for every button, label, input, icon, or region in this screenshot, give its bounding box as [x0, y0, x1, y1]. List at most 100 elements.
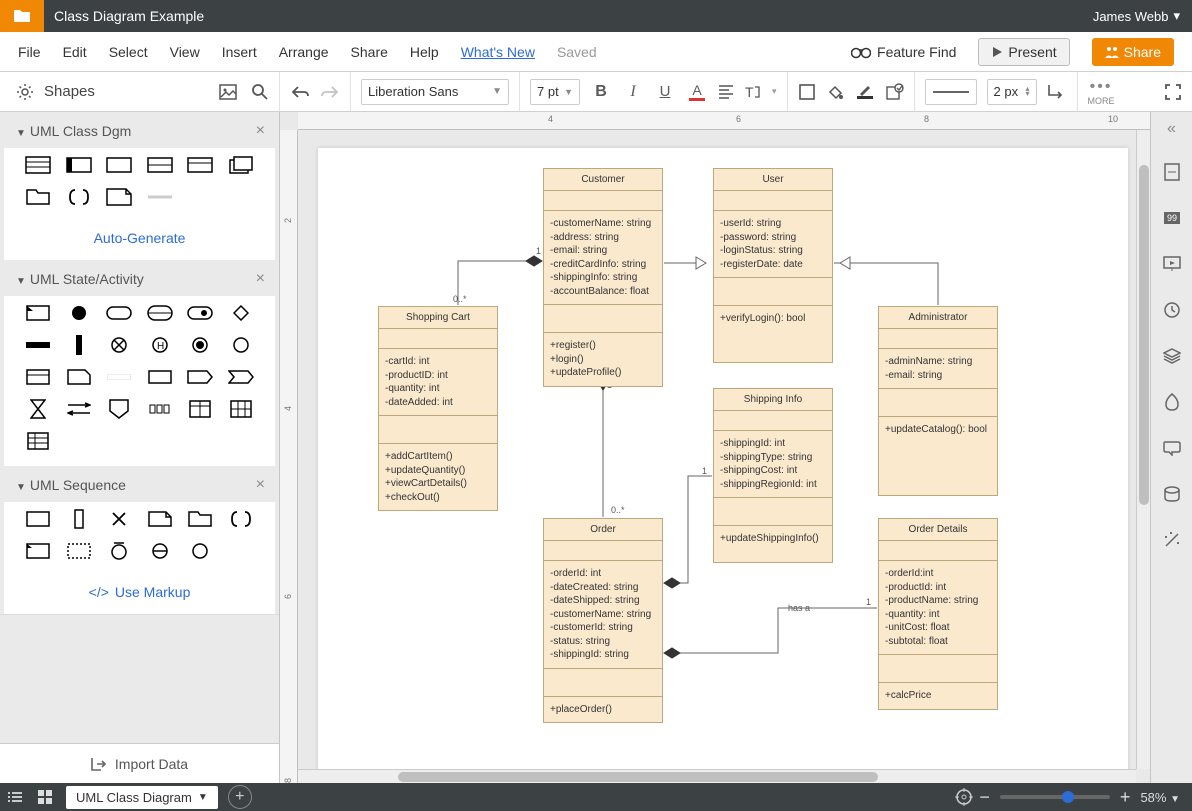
uml-class-user[interactable]: User -userId: string -password: string -… — [713, 168, 833, 363]
close-icon[interactable]: × — [256, 476, 265, 494]
auto-generate-link[interactable]: Auto-Generate — [4, 222, 275, 260]
history-panel-icon[interactable] — [1160, 298, 1184, 322]
zoom-level[interactable]: 58% ▼ — [1140, 790, 1180, 805]
paint-bucket-icon[interactable] — [826, 83, 844, 101]
align-icon[interactable] — [718, 84, 734, 100]
uml-class-order[interactable]: Order -orderId: int -dateCreated: string… — [543, 518, 663, 723]
shape-item[interactable] — [22, 366, 55, 388]
underline-icon[interactable]: U — [654, 81, 676, 103]
app-logo[interactable] — [0, 0, 44, 32]
feature-find[interactable]: Feature Find — [851, 44, 956, 60]
fullscreen-icon[interactable] — [1164, 83, 1182, 101]
shape-item[interactable] — [144, 302, 177, 324]
user-menu[interactable]: James Webb ▾ — [1093, 8, 1192, 24]
image-icon[interactable] — [219, 83, 237, 101]
shape-item[interactable] — [184, 366, 217, 388]
shape-item[interactable] — [63, 154, 96, 176]
present-panel-icon[interactable] — [1160, 252, 1184, 276]
font-select[interactable]: Liberation Sans▼ — [361, 79, 509, 105]
shape-item[interactable] — [22, 154, 55, 176]
uml-class-customer[interactable]: Customer -customerName: string -address:… — [543, 168, 663, 387]
shape-item[interactable] — [103, 366, 136, 388]
shape-item[interactable] — [63, 334, 96, 356]
line-width-select[interactable]: 2 px▴▾ — [987, 79, 1037, 105]
shape-item[interactable] — [63, 540, 96, 562]
shape-item[interactable] — [225, 302, 258, 324]
menu-arrange[interactable]: Arrange — [279, 44, 329, 60]
shape-item[interactable] — [63, 398, 96, 420]
menu-file[interactable]: File — [18, 44, 41, 60]
menu-edit[interactable]: Edit — [63, 44, 87, 60]
section-uml-sequence[interactable]: ▼UML Sequence × — [0, 466, 279, 502]
page-panel-icon[interactable] — [1160, 160, 1184, 184]
menu-insert[interactable]: Insert — [222, 44, 257, 60]
shape-item[interactable] — [63, 508, 96, 530]
shape-item[interactable] — [22, 540, 55, 562]
shape-item[interactable] — [225, 366, 258, 388]
v-scrollbar[interactable] — [1136, 130, 1150, 769]
undo-icon[interactable] — [290, 84, 310, 100]
h-scrollbar[interactable] — [298, 769, 1136, 783]
uml-class-administrator[interactable]: Administrator -adminName: string -email:… — [878, 306, 998, 496]
zoom-slider[interactable] — [1000, 795, 1110, 799]
gear-icon[interactable] — [16, 83, 34, 101]
shape-item[interactable] — [63, 186, 96, 208]
close-icon[interactable]: × — [256, 122, 265, 140]
present-button[interactable]: Present — [978, 38, 1069, 66]
font-size-select[interactable]: 7 pt▼ — [530, 79, 580, 105]
italic-icon[interactable]: I — [622, 81, 644, 103]
shape-item[interactable] — [103, 154, 136, 176]
shape-item[interactable] — [144, 540, 177, 562]
shape-item[interactable] — [144, 366, 177, 388]
text-color-icon[interactable]: A — [686, 81, 708, 103]
target-icon[interactable] — [949, 788, 979, 806]
border-color-icon[interactable] — [854, 81, 876, 103]
shape-item[interactable] — [22, 430, 55, 452]
uml-class-shoppingcart[interactable]: Shopping Cart -cartId: int -productID: i… — [378, 306, 498, 511]
menu-whats-new[interactable]: What's New — [461, 44, 535, 60]
bold-icon[interactable]: B — [590, 81, 612, 103]
chat-panel-icon[interactable] — [1160, 436, 1184, 460]
shape-item[interactable] — [103, 398, 136, 420]
zoom-out-icon[interactable]: − — [979, 787, 990, 808]
shape-item[interactable] — [225, 154, 258, 176]
add-page-button[interactable]: + — [228, 785, 252, 809]
canvas-area[interactable]: 4 6 8 10 2 4 6 8 — [280, 112, 1150, 783]
section-uml-class[interactable]: ▼UML Class Dgm × — [0, 112, 279, 148]
page-tab[interactable]: UML Class Diagram▼ — [66, 786, 218, 809]
shape-item[interactable] — [22, 398, 55, 420]
uml-class-shippinginfo[interactable]: Shipping Info -shippingId: int -shipping… — [713, 388, 833, 563]
shape-item[interactable] — [103, 302, 136, 324]
shape-item[interactable] — [225, 334, 258, 356]
shape-item[interactable] — [144, 154, 177, 176]
section-uml-state[interactable]: ▼UML State/Activity × — [0, 260, 279, 296]
shape-item[interactable] — [184, 334, 217, 356]
shape-item[interactable] — [63, 366, 96, 388]
diagram-page[interactable]: 0..* 1 1 0..* 1 has a 1 — [318, 148, 1128, 783]
shape-item[interactable] — [184, 398, 217, 420]
outline-view-icon[interactable] — [0, 791, 30, 803]
comment-panel-icon[interactable]: 99 — [1160, 206, 1184, 230]
shape-item[interactable] — [144, 508, 177, 530]
use-markup-link[interactable]: </>Use Markup — [4, 576, 275, 614]
menu-view[interactable]: View — [170, 44, 200, 60]
collapse-icon[interactable]: « — [1167, 120, 1176, 138]
theme-panel-icon[interactable] — [1160, 390, 1184, 414]
shape-item[interactable] — [103, 186, 136, 208]
shape-item[interactable]: H — [144, 334, 177, 356]
shape-item[interactable] — [184, 508, 217, 530]
shape-item[interactable] — [63, 302, 96, 324]
shape-item[interactable] — [184, 540, 217, 562]
shape-item[interactable] — [103, 508, 136, 530]
share-button[interactable]: Share — [1092, 38, 1174, 66]
magic-panel-icon[interactable] — [1160, 528, 1184, 552]
shape-item[interactable] — [184, 154, 217, 176]
shape-item[interactable] — [22, 302, 55, 324]
close-icon[interactable]: × — [256, 270, 265, 288]
shape-item[interactable] — [184, 302, 217, 324]
line-style-select[interactable] — [925, 79, 977, 105]
more-options[interactable]: ••• MORE — [1088, 78, 1115, 106]
import-data-button[interactable]: Import Data — [0, 743, 279, 783]
menu-select[interactable]: Select — [109, 44, 148, 60]
layers-panel-icon[interactable] — [1160, 344, 1184, 368]
